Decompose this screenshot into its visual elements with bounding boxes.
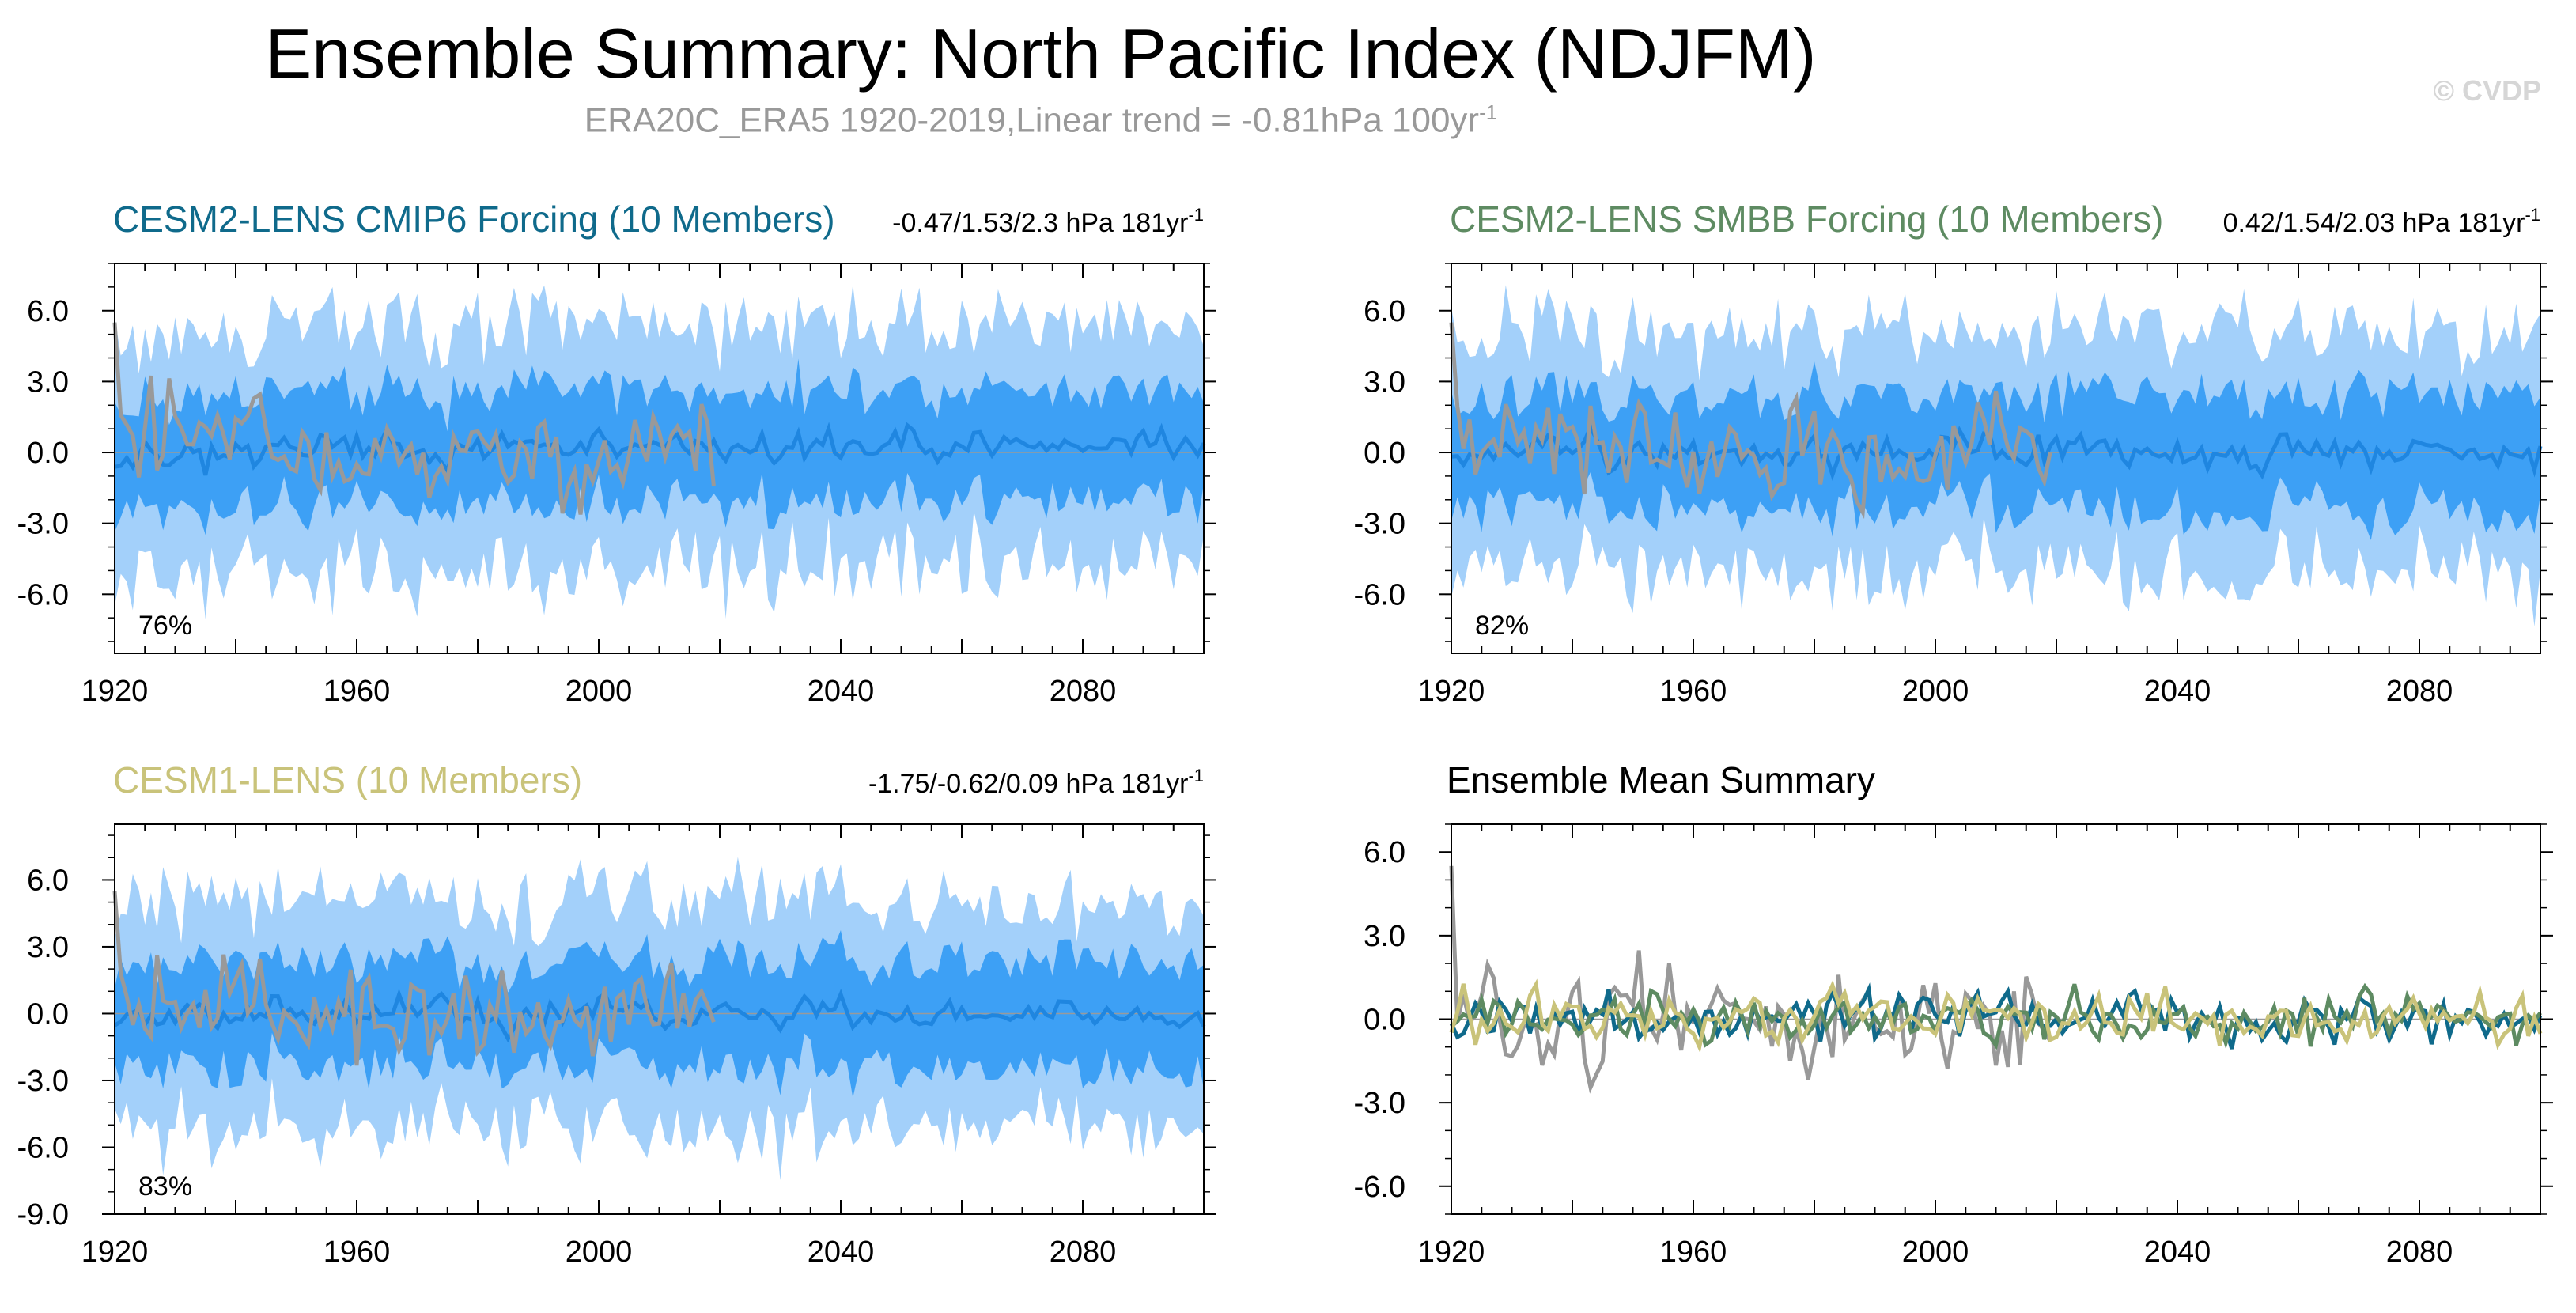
trend-superscript: -1 (2525, 205, 2540, 225)
ensemble-mean-line (1451, 422, 2543, 481)
series-line-cesm2-lens-smbb-forcing (1450, 982, 2542, 1050)
panel-title: CESM2-LENS CMIP6 Forcing (10 Members) (113, 199, 835, 240)
figure-title: Ensemble Summary: North Pacific Index (N… (265, 14, 1817, 93)
y-tick-label: 6.0 (1364, 836, 1405, 869)
x-tick-label: 1920 (1418, 675, 1485, 708)
y-tick-label: 0.0 (27, 437, 69, 470)
x-tick-label: 2040 (2144, 1235, 2211, 1269)
x-tick-label: 2040 (2144, 675, 2211, 708)
panel-bottom-right: Ensemble Mean Summary 1920 1960 2000 2040 208… (1354, 759, 2553, 1269)
x-tick-label: 1960 (323, 675, 391, 708)
y-tick-label: 6.0 (27, 864, 69, 897)
trend-text: -0.47/1.53/2.3 hPa 181yr (892, 208, 1188, 238)
trend-text: -1.75/-0.62/0.09 hPa 181yr (868, 769, 1189, 799)
observations-line (1449, 322, 2052, 520)
panel-bottom-left: CESM1-LENS (10 Members) -1.75/-0.62/0.09 … (17, 759, 1216, 1269)
y-tick-label: 3.0 (1364, 920, 1405, 953)
percent-label: 83% (138, 1171, 192, 1201)
trend-text: 0.42/1.54/2.03 hPa 181yr (2223, 208, 2525, 238)
panel-title: Ensemble Mean Summary (1447, 759, 1875, 800)
series-line-cesm1-lens (1449, 978, 2543, 1054)
x-tick-label: 2000 (1902, 1235, 1969, 1269)
x-tick-label: 2000 (566, 675, 633, 708)
x-tick-label: 2080 (1050, 1235, 1117, 1269)
subtitle-superscript: -1 (1479, 100, 1498, 124)
subtitle-text: ERA20C_ERA5 1920-2019,Linear trend = -0.… (584, 100, 1480, 140)
y-tick-label: -3.0 (17, 508, 69, 541)
series-line-era20c-era5 (1449, 865, 2052, 1094)
observations-line (112, 322, 716, 515)
observations-line (112, 891, 716, 1066)
y-tick-label: 3.0 (27, 931, 69, 964)
x-tick-label: 1920 (1418, 1235, 1485, 1269)
panel-title: CESM2-LENS SMBB Forcing (10 Members) (1450, 199, 2163, 240)
figure-subtitle: ERA20C_ERA5 1920-2019,Linear trend = -0.… (0, 101, 2082, 140)
trend-label: -0.47/1.53/2.3 hPa 181yr-1 (892, 205, 1204, 238)
y-tick-label: -6.0 (17, 1131, 69, 1164)
y-tick-label: -6.0 (17, 578, 69, 611)
panel-top-left: CESM2-LENS CMIP6 Forcing (10 Members) -0.… (17, 199, 1216, 708)
x-tick-label: 2080 (2386, 675, 2453, 708)
y-tick-label: -3.0 (17, 1065, 69, 1098)
y-tick-label: 6.0 (1364, 295, 1405, 328)
y-tick-label: 0.0 (1364, 1004, 1405, 1037)
x-tick-label: 1960 (1660, 1235, 1727, 1269)
trend-label: -1.75/-0.62/0.09 hPa 181yr-1 (868, 766, 1204, 799)
trend-label: 0.42/1.54/2.03 hPa 181yr-1 (2223, 205, 2540, 238)
x-tick-label: 2080 (1050, 675, 1117, 708)
y-tick-label: -6.0 (1354, 578, 1405, 611)
x-tick-label: 2000 (566, 1235, 633, 1269)
panel-title: CESM1-LENS (10 Members) (113, 759, 582, 800)
cvdp-watermark: © CVDP (2433, 74, 2541, 107)
trend-superscript: -1 (1188, 205, 1204, 225)
y-tick-label: -9.0 (17, 1198, 69, 1232)
y-tick-label: 0.0 (27, 997, 69, 1031)
y-tick-label: 3.0 (1364, 365, 1405, 399)
y-tick-label: 0.0 (1364, 437, 1405, 470)
x-tick-label: 2040 (808, 1235, 875, 1269)
y-tick-label: -6.0 (1354, 1171, 1405, 1204)
y-tick-label: -3.0 (1354, 508, 1405, 541)
ensemble-mean-line (114, 422, 1206, 476)
y-tick-label: 6.0 (27, 295, 69, 328)
x-tick-label: 2040 (808, 675, 875, 708)
trend-superscript: -1 (1188, 766, 1204, 785)
x-tick-label: 1960 (323, 1235, 391, 1269)
x-tick-label: 2080 (2386, 1235, 2453, 1269)
y-tick-label: 3.0 (27, 365, 69, 399)
panel-top-right: CESM2-LENS SMBB Forcing (10 Members) 0.42… (1354, 199, 2553, 708)
y-tick-label: -3.0 (1354, 1087, 1405, 1120)
x-tick-label: 1920 (81, 1235, 149, 1269)
percent-label: 76% (138, 611, 192, 641)
x-tick-label: 2000 (1902, 675, 1969, 708)
x-tick-label: 1960 (1660, 675, 1727, 708)
x-tick-label: 1920 (81, 675, 149, 708)
percent-label: 82% (1475, 611, 1529, 641)
